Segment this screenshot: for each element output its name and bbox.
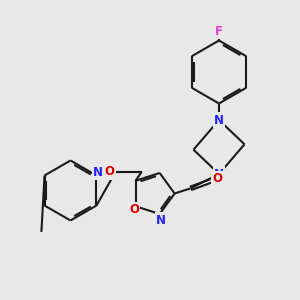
Text: N: N: [214, 167, 224, 181]
Text: N: N: [156, 214, 166, 226]
Text: F: F: [215, 25, 223, 38]
Text: N: N: [214, 113, 224, 127]
Text: O: O: [104, 165, 115, 178]
Text: N: N: [93, 166, 103, 179]
Text: O: O: [129, 203, 139, 216]
Text: O: O: [212, 172, 223, 185]
